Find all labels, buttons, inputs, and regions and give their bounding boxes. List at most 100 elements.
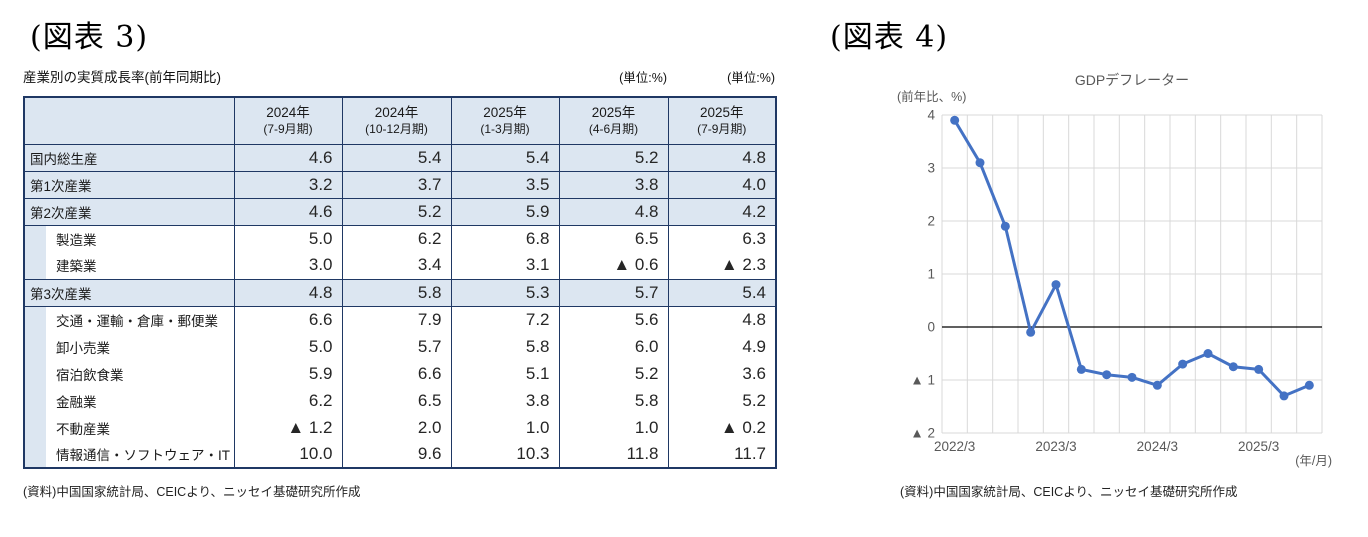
cell-value: 10.0 — [233, 441, 342, 468]
chart-title: GDPデフレーター — [1075, 72, 1189, 88]
table-title: 産業別の実質成長率(前年同期比) — [23, 70, 221, 85]
cell-value: 11.7 — [667, 441, 776, 468]
cell-value: 5.8 — [558, 387, 668, 414]
data-point — [1051, 280, 1061, 290]
row-label: 情報通信・ソフトウェア・IT — [24, 441, 234, 468]
cell-value: 5.2 — [558, 143, 668, 171]
cell-value: 5.0 — [233, 333, 342, 360]
cell-value: 5.4 — [450, 143, 559, 171]
table-row: 第2次産業 4.6 5.2 5.9 4.8 4.2 — [24, 197, 776, 225]
x-axis-unit-label: (年/月) — [1295, 454, 1332, 468]
cell-value: 4.2 — [667, 197, 776, 225]
unit-label-2: (単位:%) — [727, 71, 775, 85]
cell-value: 11.8 — [558, 441, 668, 468]
data-point — [1228, 362, 1238, 372]
column-header: 2024年 (10-12月期) — [341, 97, 451, 144]
cell-value: 6.2 — [341, 224, 451, 252]
y-tick-label: 4 — [927, 108, 935, 123]
cell-value: 5.0 — [233, 224, 342, 252]
cell-value: 5.3 — [450, 278, 559, 306]
cell-value: 6.6 — [341, 360, 451, 387]
cell-value: 5.2 — [341, 197, 451, 225]
y-tick-label: 0 — [927, 320, 935, 335]
x-tick-label: 2025/3 — [1238, 439, 1279, 454]
data-point — [1127, 372, 1137, 382]
cell-value: 6.8 — [450, 224, 559, 252]
cell-value: 2.0 — [341, 414, 451, 441]
row-label: 国内総生産 — [24, 143, 234, 171]
data-point — [1203, 349, 1213, 358]
cell-value: 4.8 — [558, 197, 668, 225]
cell-value: 7.2 — [450, 305, 559, 333]
y-tick-label: 1 — [927, 267, 935, 282]
cell-value: 9.6 — [341, 441, 451, 468]
row-label: 建築業 — [24, 252, 234, 279]
y-tick-label: 2 — [927, 214, 935, 229]
cell-value: ▲ 0.6 — [558, 252, 668, 279]
cell-value: 6.5 — [341, 387, 451, 414]
table-row: 建築業 3.0 3.4 3.1 ▲ 0.6 ▲ 2.3 — [24, 252, 776, 279]
table-row: 第1次産業 3.2 3.7 3.5 3.8 4.0 — [24, 170, 776, 198]
column-header: 2025年 (1-3月期) — [450, 97, 559, 144]
cell-value: 3.7 — [341, 170, 451, 198]
cell-value: 3.0 — [233, 252, 342, 279]
cell-value: 3.5 — [450, 170, 559, 198]
data-point — [1102, 370, 1112, 380]
row-label: 不動産業 — [24, 414, 234, 441]
row-label: 製造業 — [24, 224, 234, 252]
cell-value: 6.0 — [558, 333, 668, 360]
cell-value: 3.2 — [233, 170, 342, 198]
cell-value: 10.3 — [450, 441, 559, 468]
cell-value: 6.3 — [667, 224, 776, 252]
table-row: 不動産業 ▲ 1.2 2.0 1.0 1.0 ▲ 0.2 — [24, 414, 776, 441]
cell-value: 4.8 — [667, 305, 776, 333]
row-label: 卸小売業 — [24, 333, 234, 360]
cell-value: ▲ 0.2 — [667, 414, 776, 441]
cell-value: 3.1 — [450, 252, 559, 279]
cell-value: ▲ 1.2 — [233, 414, 342, 441]
table-row: 交通・運輸・倉庫・郵便業 6.6 7.9 7.2 5.6 4.8 — [24, 305, 776, 333]
cell-value: ▲ 2.3 — [667, 252, 776, 279]
cell-value: 5.9 — [233, 360, 342, 387]
cell-value: 4.9 — [667, 333, 776, 360]
y-tick-label: 3 — [927, 161, 935, 176]
figure4-source: (資料)中国国家統計局、CEICより、ニッセイ基礎研究所作成 — [900, 485, 1238, 499]
cell-value: 4.6 — [233, 143, 342, 171]
figure3-source: (資料)中国国家統計局、CEICより、ニッセイ基礎研究所作成 — [23, 485, 361, 499]
cell-value: 7.9 — [341, 305, 451, 333]
y-axis-unit-label: (前年比、%) — [897, 89, 966, 104]
y-tick-label: ▲ 1 — [910, 373, 935, 388]
column-header: 2025年 (4-6月期) — [558, 97, 668, 144]
data-point — [1254, 364, 1264, 374]
cell-value: 6.2 — [233, 387, 342, 414]
table-row: 第3次産業 4.8 5.8 5.3 5.7 5.4 — [24, 278, 776, 306]
cell-value: 3.6 — [667, 360, 776, 387]
row-label: 第1次産業 — [24, 170, 234, 198]
cell-value: 1.0 — [558, 414, 668, 441]
row-label: 金融業 — [24, 387, 234, 414]
data-point — [1076, 364, 1086, 374]
cell-value: 3.8 — [450, 387, 559, 414]
cell-value: 5.8 — [450, 333, 559, 360]
row-label: 第3次産業 — [24, 278, 234, 306]
column-header: 2024年 (7-9月期) — [233, 97, 342, 144]
y-tick-label: ▲ 2 — [910, 426, 935, 441]
cell-value: 4.8 — [233, 278, 342, 306]
cell-value: 5.2 — [667, 387, 776, 414]
column-header: 2025年 (7-9月期) — [667, 97, 776, 144]
cell-value: 5.7 — [558, 278, 668, 306]
cell-value: 4.6 — [233, 197, 342, 225]
data-point — [1279, 391, 1289, 401]
data-point — [1000, 221, 1010, 231]
cell-value: 5.4 — [341, 143, 451, 171]
industry-growth-table: 2024年 (7-9月期) 2024年 (10-12月期) 2025年 (1-3月期) 20… — [23, 96, 777, 469]
cell-value: 5.4 — [667, 278, 776, 306]
cell-value: 5.1 — [450, 360, 559, 387]
cell-value: 6.6 — [233, 305, 342, 333]
table-row: 金融業 6.2 6.5 3.8 5.8 5.2 — [24, 387, 776, 414]
cell-value: 5.2 — [558, 360, 668, 387]
row-label: 宿泊飲食業 — [24, 360, 234, 387]
x-tick-label: 2023/3 — [1035, 439, 1076, 454]
